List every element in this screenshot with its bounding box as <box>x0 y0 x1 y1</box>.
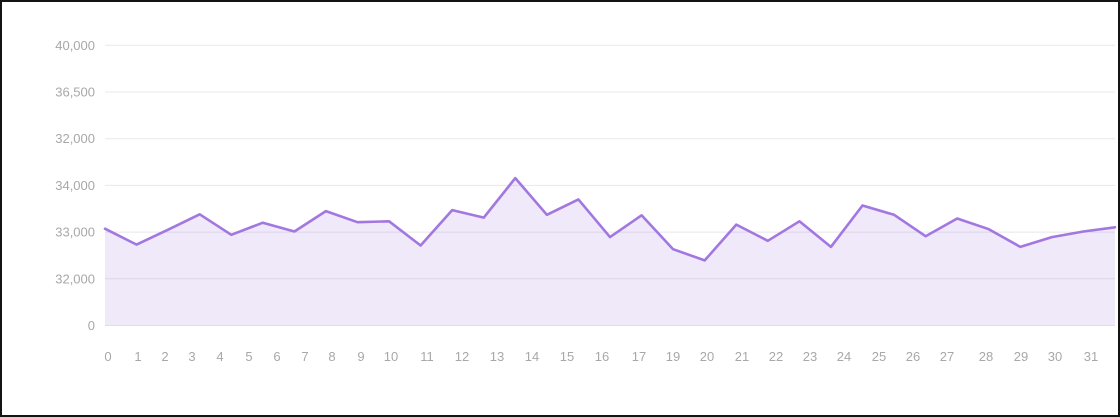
y-axis-label: 32,000 <box>55 271 95 286</box>
y-axis-label: 33,000 <box>55 225 95 240</box>
x-axis-label: 19 <box>666 349 680 364</box>
x-axis-label: 16 <box>595 349 609 364</box>
x-axis-label: 25 <box>872 349 886 364</box>
y-axis-label: 0 <box>88 318 95 333</box>
x-axis-label: 29 <box>1014 349 1028 364</box>
y-axis-label: 34,000 <box>55 178 95 193</box>
x-axis-label: 2 <box>161 349 168 364</box>
x-axis-label: 5 <box>245 349 252 364</box>
series-line <box>103 176 1117 262</box>
x-axis-label: 17 <box>632 349 646 364</box>
x-axis-label: 22 <box>769 349 783 364</box>
x-axis-label: 20 <box>700 349 714 364</box>
x-axis-label: 9 <box>357 349 364 364</box>
x-axis-label: 31 <box>1084 349 1098 364</box>
x-axis-label: 4 <box>216 349 223 364</box>
x-axis-label: 7 <box>301 349 308 364</box>
x-axis-label: 14 <box>525 349 539 364</box>
x-axis-label: 6 <box>273 349 280 364</box>
x-axis-label: 26 <box>906 349 920 364</box>
x-axis-label: 24 <box>837 349 851 364</box>
area-fill <box>105 178 1115 326</box>
x-axis-label: 11 <box>420 349 434 364</box>
x-axis-label: 21 <box>735 349 749 364</box>
x-axis-label: 27 <box>940 349 954 364</box>
y-axis-label: 32,000 <box>55 131 95 146</box>
x-axis-label: 30 <box>1048 349 1062 364</box>
x-axis-label: 23 <box>803 349 817 364</box>
x-axis-label: 10 <box>384 349 398 364</box>
x-axis-label: 15 <box>560 349 574 364</box>
y-axis-label: 40,000 <box>55 38 95 53</box>
x-axis-label: 12 <box>455 349 469 364</box>
x-axis-label: 0 <box>104 349 111 364</box>
x-axis-label: 1 <box>134 349 141 364</box>
x-axis-label: 3 <box>188 349 195 364</box>
x-axis-label: 8 <box>328 349 335 364</box>
x-axis-label: 28 <box>979 349 993 364</box>
y-axis-label: 36,500 <box>55 85 95 100</box>
x-axis-label: 13 <box>490 349 504 364</box>
